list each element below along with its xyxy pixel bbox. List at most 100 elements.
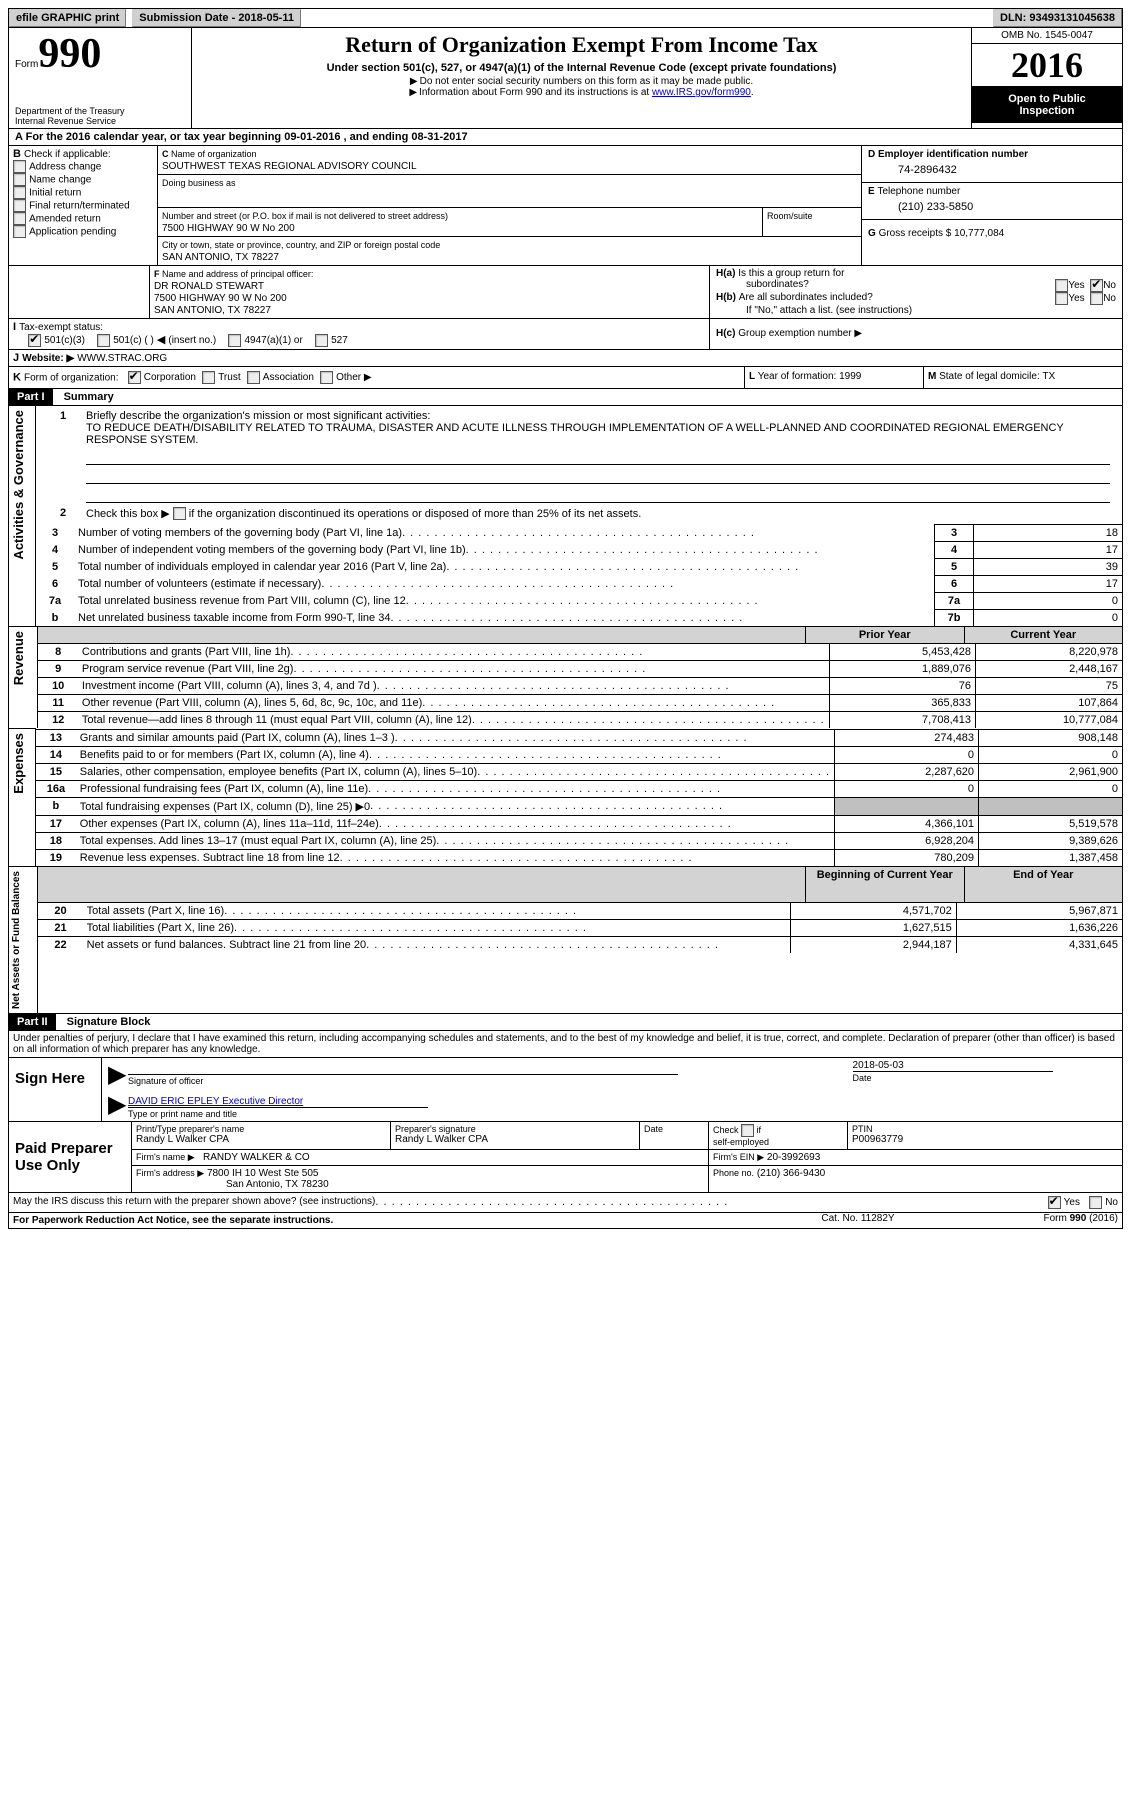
- mission: TO REDUCE DEATH/DISABILITY RELATED TO TR…: [86, 422, 1064, 446]
- prior-val: 4,366,101: [835, 815, 979, 832]
- checkbox-name-change[interactable]: Name change: [13, 173, 153, 186]
- curr-val: 75: [975, 678, 1122, 695]
- b-label: Check if applicable:: [24, 149, 111, 160]
- curr-val: 5,967,871: [956, 903, 1122, 920]
- q2: Check this box ▶ if the organization dis…: [82, 505, 1114, 523]
- curr-val: 8,220,978: [975, 644, 1122, 661]
- ein: 74-2896432: [868, 160, 1116, 180]
- line-val: 0: [974, 610, 1123, 627]
- dba-label: Doing business as: [162, 178, 236, 188]
- irs-link[interactable]: www.IRS.gov/form990: [652, 87, 751, 98]
- discuss-no[interactable]: No: [1089, 1196, 1118, 1208]
- line-text: Total assets (Part X, line 16): [87, 905, 225, 917]
- ck-other[interactable]: Other ▶: [320, 371, 372, 383]
- line-num: 12: [38, 712, 77, 729]
- line-text: Salaries, other compensation, employee b…: [80, 766, 477, 778]
- line-text: Other expenses (Part IX, column (A), lin…: [80, 818, 379, 830]
- paperwork: For Paperwork Reduction Act Notice, see …: [9, 1212, 758, 1228]
- checkbox-address-change[interactable]: Address change: [13, 160, 153, 173]
- insert-no: (insert no.): [168, 335, 216, 346]
- line-num: 4: [36, 542, 74, 559]
- checkbox-final-return[interactable]: Final return/terminated: [13, 199, 153, 212]
- hdr-prior: Prior Year: [805, 627, 964, 644]
- line-num: 15: [36, 763, 76, 780]
- ck-4947[interactable]: 4947(a)(1) or: [228, 334, 302, 346]
- dln: DLN: 93493131045638: [993, 9, 1122, 27]
- line-box: 3: [935, 525, 974, 542]
- top-bar: efile GRAPHIC print Submission Date - 20…: [9, 9, 1122, 28]
- checkbox-initial-return[interactable]: Initial return: [13, 186, 153, 199]
- part2-label: Part II: [9, 1014, 56, 1030]
- hb-yes[interactable]: Yes: [1055, 293, 1084, 304]
- p-check[interactable]: Check ifself-employed: [709, 1121, 848, 1149]
- curr-val: [979, 797, 1122, 815]
- firm-phone: (210) 366-9430: [757, 1168, 825, 1179]
- line-num: 19: [36, 849, 76, 866]
- curr-val: 2,961,900: [979, 763, 1122, 780]
- hb-no[interactable]: No: [1090, 293, 1116, 304]
- prior-val: [835, 797, 979, 815]
- line-text: Other revenue (Part VIII, column (A), li…: [82, 697, 422, 709]
- ck-assoc[interactable]: Association: [247, 371, 314, 383]
- efile-print-button[interactable]: efile GRAPHIC print: [9, 9, 126, 27]
- ck-501c3[interactable]: 501(c)(3): [28, 334, 85, 346]
- firm-ein: 20-3992693: [767, 1152, 820, 1163]
- line-num: 3: [36, 525, 74, 542]
- l-label: Year of formation:: [758, 371, 837, 382]
- ck-527[interactable]: 527: [315, 334, 348, 346]
- ck-trust[interactable]: Trust: [202, 371, 240, 383]
- part1-title: Summary: [56, 391, 114, 403]
- ck-discontinued[interactable]: [173, 507, 186, 520]
- line-text: Total unrelated business revenue from Pa…: [78, 595, 406, 607]
- line-val: 17: [974, 576, 1123, 593]
- discuss: May the IRS discuss this return with the…: [13, 1196, 375, 1209]
- ck-501c[interactable]: 501(c) ( ): [97, 334, 154, 346]
- line-num: 13: [36, 729, 76, 746]
- officer-name-link[interactable]: DAVID ERIC EPLEY Executive Director: [128, 1096, 303, 1107]
- p-date-label: Date: [644, 1124, 704, 1134]
- line-num: 18: [36, 832, 76, 849]
- sig-date: 2018-05-03: [853, 1060, 1116, 1071]
- submission-date: Submission Date - 2018-05-11: [132, 9, 301, 27]
- officer-addr1: 7500 HIGHWAY 90 W No 200: [154, 293, 287, 304]
- firm-ein-label: Firm's EIN ▶: [713, 1152, 764, 1162]
- q1: Briefly describe the organization's miss…: [86, 410, 430, 422]
- p-sig: Randy L Walker CPA: [395, 1134, 635, 1145]
- p-name: Randy L Walker CPA: [136, 1134, 386, 1145]
- line-text: Benefits paid to or for members (Part IX…: [80, 749, 369, 761]
- declaration: Under penalties of perjury, I declare th…: [9, 1030, 1122, 1057]
- j-label: Website: ▶: [22, 353, 74, 364]
- city: SAN ANTONIO, TX 78227: [162, 252, 279, 263]
- checkbox-pending[interactable]: Application pending: [13, 225, 153, 238]
- a-line: For the 2016 calendar year, or tax year …: [26, 131, 468, 143]
- line-text: Total number of individuals employed in …: [78, 561, 446, 573]
- prior-val: 274,483: [835, 729, 979, 746]
- firm-name-label: Firm's name ▶: [136, 1152, 195, 1162]
- firm-addr2: San Antonio, TX 78230: [136, 1179, 329, 1190]
- sig-name-label: Type or print name and title: [128, 1107, 428, 1119]
- discuss-yes[interactable]: Yes: [1048, 1196, 1080, 1208]
- firm-addr-label: Firm's address ▶: [136, 1168, 204, 1178]
- ha-no[interactable]: No: [1090, 280, 1116, 291]
- prior-val: 0: [835, 780, 979, 797]
- hdr-curr: Current Year: [964, 627, 1122, 644]
- omb: OMB No. 1545-0047: [972, 28, 1122, 44]
- c-label: Name of organization: [171, 149, 257, 159]
- cat-no: Cat. No. 11282Y: [758, 1212, 958, 1228]
- prior-val: 76: [829, 678, 975, 695]
- ptin-label: PTIN: [852, 1124, 1118, 1134]
- ck-corp[interactable]: Corporation: [128, 371, 196, 383]
- officer-addr2: SAN ANTONIO, TX 78227: [154, 305, 271, 316]
- note-info: Information about Form 990 and its instr…: [419, 87, 652, 98]
- line-box: 5: [935, 559, 974, 576]
- side-gov: Activities & Governance: [9, 406, 28, 564]
- prior-val: 4,571,702: [790, 903, 956, 920]
- tax-year: 2016: [972, 44, 1122, 87]
- checkbox-amended[interactable]: Amended return: [13, 212, 153, 225]
- ha-yes[interactable]: Yes: [1055, 280, 1084, 291]
- form-footer: Form 990 (2016): [958, 1212, 1122, 1228]
- line-num: 8: [38, 644, 77, 661]
- line-text: Program service revenue (Part VIII, line…: [82, 663, 294, 675]
- curr-val: 4,331,645: [956, 937, 1122, 954]
- firm-addr1: 7800 IH 10 West Ste 505: [207, 1168, 319, 1179]
